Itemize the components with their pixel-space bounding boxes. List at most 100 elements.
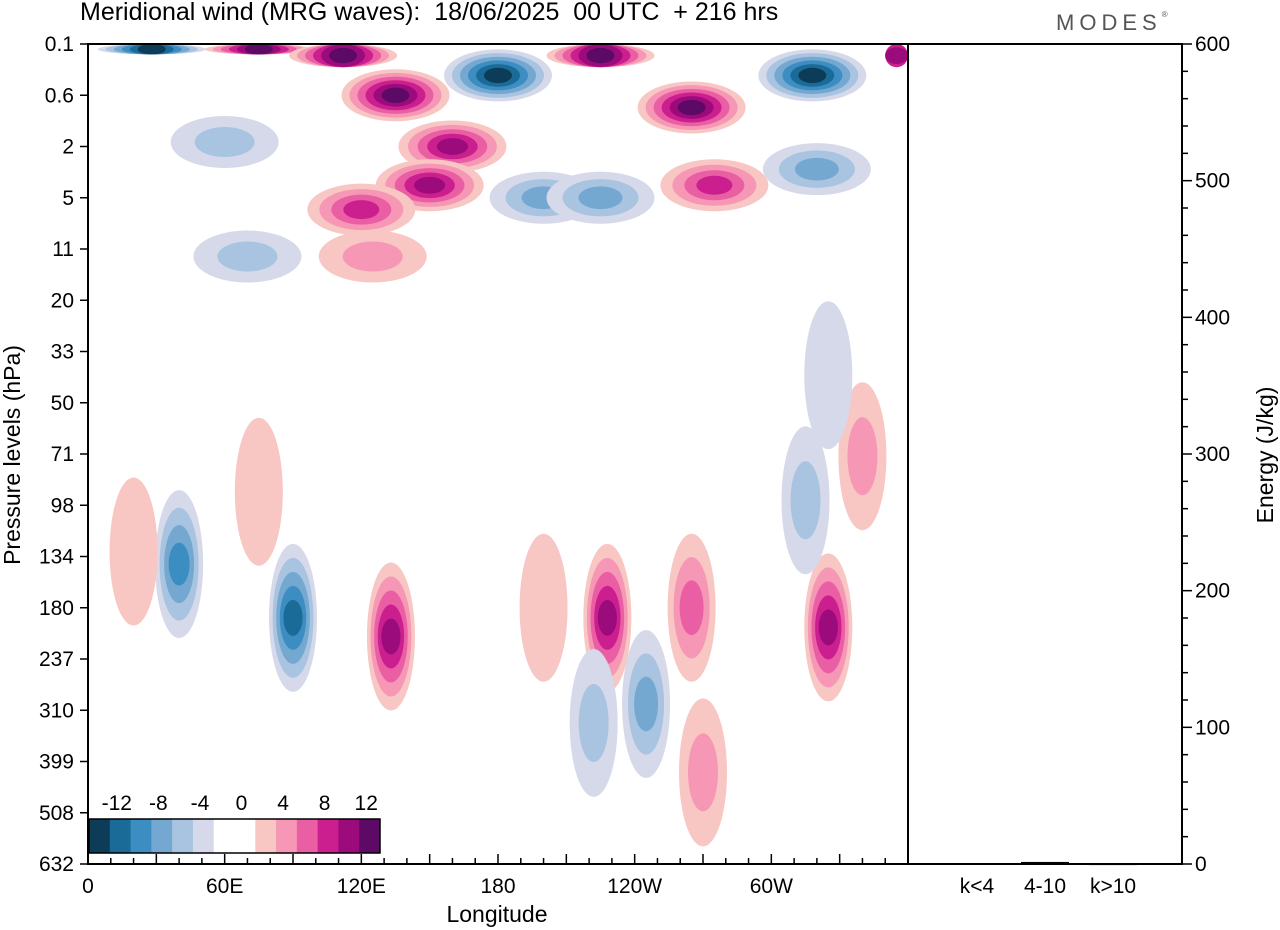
contour-blob <box>696 175 733 195</box>
contour-blob <box>217 241 278 272</box>
colorbar-swatch <box>151 819 173 853</box>
energy-axis: 0 100 200 300 400 500 600 <box>1182 33 1230 876</box>
longitude-tick-label: 120E <box>337 875 386 898</box>
colorbar-swatch <box>317 819 339 853</box>
pressure-tick-label: 50 <box>51 392 74 415</box>
contour-blob <box>109 477 158 626</box>
longitude-tick-label: 120W <box>607 875 662 898</box>
contour-blob <box>578 683 609 762</box>
colorbar-label: -4 <box>191 792 210 815</box>
colorbar-label: 4 <box>277 792 289 815</box>
colorbar: -12 -8 -4 0 4 8 12 <box>88 792 381 854</box>
contour-blob <box>381 87 410 103</box>
contour-blob <box>414 176 446 194</box>
longitude-tick-label: 60E <box>206 875 243 898</box>
energy-category-label: k>10 <box>1090 875 1136 898</box>
contour-blob <box>283 599 303 636</box>
y-axis-label: Pressure levels (hPa) <box>0 345 25 565</box>
contour-blob <box>790 461 821 540</box>
pressure-tick-label: 71 <box>51 443 74 466</box>
energy-bar <box>1021 861 1069 864</box>
energy-category-label: 4-10 <box>1024 875 1066 898</box>
longitude-axis: 0 60E 120E 180 120W 60W <box>82 854 886 898</box>
contour-blob <box>519 533 568 682</box>
contour-blob <box>885 47 908 64</box>
heatmap-field <box>97 44 908 847</box>
pressure-tick-label: 632 <box>39 853 74 876</box>
chart-title: Meridional wind (MRG waves): 18/06/2025 … <box>80 0 779 26</box>
pressure-tick-label: 20 <box>51 289 74 312</box>
pressure-tick-label: 237 <box>39 648 74 671</box>
longitude-tick-label: 0 <box>82 875 94 898</box>
contour-blob <box>329 47 358 64</box>
contour-blob <box>244 44 273 55</box>
contour-blob <box>436 138 469 155</box>
energy-tick-label: 400 <box>1195 306 1230 329</box>
colorbar-swatch <box>130 819 152 853</box>
colorbar-swatch <box>234 819 256 853</box>
contour-blob <box>798 67 827 84</box>
energy-panel-frame <box>907 43 1183 865</box>
contour-blob <box>679 580 704 636</box>
energy-bar <box>1089 863 1137 866</box>
colorbar-swatch <box>296 819 319 853</box>
energy-tick-label: 200 <box>1195 580 1230 603</box>
contour-blob <box>688 733 718 812</box>
pressure-tick-label: 2 <box>62 136 74 159</box>
contour-blob <box>342 241 403 272</box>
energy-tick-label: 500 <box>1195 170 1230 193</box>
modes-logo: MODES® <box>1056 10 1168 36</box>
pressure-tick-label: 134 <box>39 546 74 569</box>
colorbar-label: -8 <box>149 792 168 815</box>
registered-mark: ® <box>1161 10 1168 19</box>
logo-text: MODES <box>1056 10 1162 35</box>
contour-blob <box>586 47 615 64</box>
colorbar-swatch <box>338 819 360 853</box>
colorbar-swatch <box>172 819 194 853</box>
energy-axis-label: Energy (J/kg) <box>1252 387 1278 524</box>
contour-blob <box>381 618 401 655</box>
pressure-tick-label: 399 <box>39 751 74 774</box>
pressure-tick-label: 310 <box>39 699 74 722</box>
colorbar-frame <box>88 818 381 854</box>
contour-blob <box>168 542 190 586</box>
colorbar-swatch <box>109 819 132 853</box>
contour-blob <box>194 127 255 158</box>
energy-bars: k<4 4-10 k>10 <box>953 861 1137 898</box>
contour-blob <box>818 609 838 646</box>
x-axis-label: Longitude <box>446 901 547 927</box>
colorbar-label: 0 <box>236 792 248 815</box>
energy-tick-label: 100 <box>1195 716 1230 739</box>
colorbar-label: 12 <box>355 792 378 815</box>
contour-blob <box>597 599 617 636</box>
energy-tick-label: 0 <box>1195 853 1207 876</box>
pressure-tick-label: 0.6 <box>45 84 74 107</box>
energy-tick-label: 600 <box>1195 33 1230 56</box>
pressure-tick-label: 11 <box>52 238 74 261</box>
colorbar-swatch <box>276 819 298 853</box>
longitude-tick-label: 60W <box>750 875 793 898</box>
colorbar-label: 8 <box>319 792 331 815</box>
contour-blob <box>484 67 512 84</box>
contour-blob <box>794 157 839 181</box>
colorbar-swatch <box>359 819 381 853</box>
contour-blob <box>343 200 380 220</box>
pressure-tick-label: 508 <box>39 802 74 825</box>
contour-blob <box>804 301 853 450</box>
contour-blob <box>137 44 166 55</box>
colorbar-swatch <box>213 819 235 853</box>
pressure-tick-label: 180 <box>39 597 74 620</box>
pressure-tick-label: 33 <box>51 341 74 364</box>
colorbar-swatch <box>255 819 277 853</box>
pressure-tick-label: 0.1 <box>45 33 74 56</box>
contour-blob <box>847 417 878 496</box>
pressure-tick-label: 5 <box>62 187 74 210</box>
colorbar-label: -12 <box>102 792 132 815</box>
contour-blob <box>677 99 706 116</box>
energy-category-label: k<4 <box>960 875 995 898</box>
colorbar-swatch <box>89 819 111 853</box>
colorbar-swatch <box>192 819 215 853</box>
pressure-tick-label: 98 <box>51 494 74 517</box>
pressure-axis: 0.1 0.6 2 5 11 20 33 50 71 98 134 180 237 310 399 508 63… <box>39 33 88 876</box>
